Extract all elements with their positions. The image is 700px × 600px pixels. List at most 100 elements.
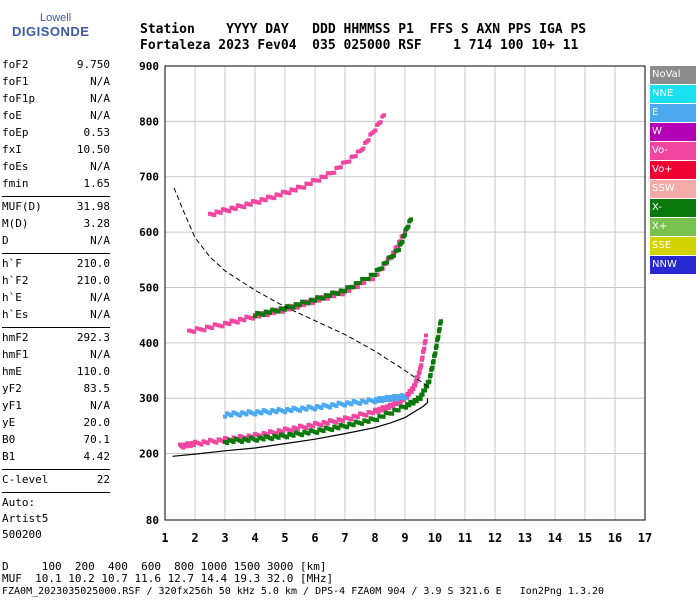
echo-point [325,421,330,426]
echo-point [231,206,236,211]
param-value: N/A [90,75,110,88]
chart-axes: 1 2 3 4 5 6 7 8 9 10 11 12 13 14 15 16 17802003004005006… [139,60,652,545]
echo-point [343,403,347,408]
echo-point [246,433,251,438]
echo-point [227,412,232,417]
echo-point [379,414,384,419]
echo-point [376,410,381,415]
echo-point [298,185,302,190]
echo-point [263,431,268,436]
echo-point [417,370,422,375]
echo-point [197,326,202,331]
echo-point [259,436,264,441]
echo-point [409,390,414,395]
echo-point [343,160,347,165]
echo-point [436,334,441,339]
x-tick-label: 9 [401,531,408,545]
echo-point [238,413,242,418]
echo-point [220,439,225,444]
echo-point [347,416,352,421]
x-tick-label: 10 [428,531,442,545]
echo-point [246,438,251,443]
echo-point [323,403,328,408]
echo-point [317,298,322,303]
echo-point [246,202,251,207]
param-name: fxI [2,143,22,156]
echo-point [366,397,371,402]
echo-point [317,295,322,300]
echo-point [199,327,204,332]
echo-point [319,296,324,301]
echo-point [265,313,270,318]
echo-point [300,299,305,304]
echo-point [391,253,396,258]
clevel-label: C-level [2,473,49,486]
echo-point [287,307,292,312]
echo-point [295,305,300,310]
echo-point [255,432,260,437]
echo-point [202,328,207,333]
echo-point [257,200,262,205]
echo-point [373,400,377,405]
echo-point [362,412,367,417]
echo-point [231,410,236,415]
echo-point [253,437,257,442]
param-group-muf: MUF(D) 31.98 M(D) 3.28 D N/A [2,200,110,251]
echo-point [212,439,217,444]
echo-point [370,417,375,422]
echo-point [409,217,413,222]
param-name: h`F [2,257,22,270]
echo-point [293,426,298,431]
echo-point [353,414,358,419]
echo-point [244,201,249,206]
echo-point [220,324,225,329]
echo-point [280,306,285,311]
echo-point [368,410,373,415]
echo-point [304,407,309,412]
echo-point [313,407,317,412]
echo-point [334,291,339,296]
header-labels: Station YYYY DAY DDD HHMMSS P1 FFS S AXN… [140,22,587,37]
echo-point [248,435,253,440]
echo-point [242,436,247,441]
divider [2,253,110,254]
echo-point [227,209,232,214]
echo-point [270,430,275,435]
echo-point [298,432,302,437]
param-row: hmE 110.0 [2,365,110,382]
param-name: foF1p [2,92,36,105]
echo-point [428,372,433,377]
echo-point [345,159,350,164]
param-row: yF1 N/A [2,399,110,416]
echo-point [261,408,266,413]
echo-point [313,298,317,303]
divider [2,196,110,197]
echo-point [328,418,332,423]
echo-point [265,435,270,440]
x-tick-label: 8 [371,531,378,545]
echo-point [218,438,223,443]
echo-point [355,400,360,405]
echo-point [263,434,268,439]
echo-point [259,312,264,317]
echo-point [276,435,281,440]
echo-point [201,439,206,444]
param-row: h`E N/A [2,291,110,308]
param-row: B0 70.1 [2,433,110,450]
echo-point [388,411,392,416]
echo-point [223,207,227,212]
echo-point [278,432,283,437]
echo-point [362,276,367,281]
echo-point [420,355,425,360]
echo-point [330,293,335,298]
echo-traces [178,113,443,450]
echo-point [246,315,251,320]
echo-point [383,398,388,403]
param-row: D N/A [2,234,110,251]
echo-point [347,421,352,426]
echo-point [360,276,365,281]
electron-density-profile [172,398,429,457]
echo-point [298,423,302,428]
echo-point [395,397,400,402]
echo-point [250,316,255,321]
